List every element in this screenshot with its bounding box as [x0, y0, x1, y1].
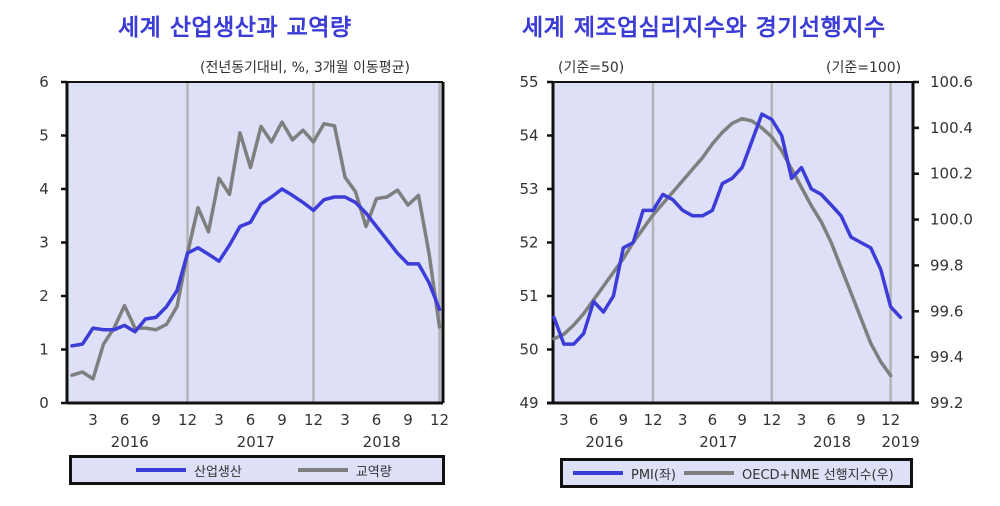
y-tick-label: 1: [39, 341, 49, 359]
x-tick-label: 3: [678, 411, 688, 429]
legend-label: 교역량: [355, 464, 392, 480]
y-tick-label: 0: [39, 394, 49, 412]
right-chart-title: 세계 제조업심리지수와 경기선행지수: [522, 15, 886, 41]
x-tick-label: 9: [737, 411, 747, 429]
x-tick-label: 6: [708, 411, 718, 429]
x-year-label: 2017: [237, 433, 275, 451]
y-tick-label: 4: [39, 180, 49, 198]
x-tick-label: 3: [797, 411, 807, 429]
right-chart-legend: PMI(좌) OECD+NME 선행지수(우): [560, 458, 913, 488]
x-year-label: 2019: [882, 433, 920, 451]
legend-item-trade-volume: 교역량: [297, 461, 392, 480]
y-tick-label: 53: [519, 180, 538, 198]
left-chart-legend: 산업생산 교역량: [69, 455, 445, 485]
right-chart-left-axis-note: (기준=50): [558, 60, 625, 76]
y-tick-label: 50: [519, 341, 538, 359]
x-year-label: 2018: [813, 433, 851, 451]
y2-tick-label: 100.6: [930, 73, 973, 91]
y2-tick-label: 100.4: [930, 119, 973, 137]
y-tick-label: 52: [519, 234, 538, 252]
x-tick-label: 12: [178, 411, 197, 429]
y2-tick-label: 99.4: [930, 348, 963, 366]
y-tick-label: 6: [39, 73, 49, 91]
x-tick-label: 12: [430, 411, 449, 429]
legend-label: 산업생산: [194, 464, 242, 480]
x-tick-label: 3: [559, 411, 569, 429]
left-plot-area: [67, 82, 443, 403]
x-year-label: 2017: [699, 433, 737, 451]
y-tick-label: 54: [519, 127, 538, 145]
y-tick-label: 2: [39, 287, 49, 305]
series-line-trade-volume: [70, 120, 442, 381]
legend-item-industrial-production: 산업생산: [136, 461, 242, 480]
legend-item-pmi: PMI(좌): [573, 464, 676, 483]
x-tick-label: 6: [826, 411, 836, 429]
blue-line-swatch-icon: [136, 468, 186, 472]
series-line-industrial-production: [70, 187, 442, 348]
x-tick-label: 3: [214, 411, 224, 429]
x-tick-label: 9: [403, 411, 413, 429]
x-tick-label: 12: [762, 411, 781, 429]
right-plot-area: [553, 82, 913, 403]
x-year-label: 2016: [111, 433, 149, 451]
x-tick-label: 3: [340, 411, 350, 429]
x-tick-label: 9: [151, 411, 161, 429]
y2-tick-label: 99.8: [930, 256, 963, 274]
y-tick-label: 49: [519, 394, 538, 412]
x-tick-label: 3: [88, 411, 98, 429]
y2-tick-label: 100.2: [930, 165, 973, 183]
x-tick-label: 6: [120, 411, 130, 429]
gray-line-swatch-icon: [684, 471, 734, 475]
left-chart-title: 세계 산업생산과 교역량: [118, 15, 352, 41]
y-tick-label: 5: [39, 127, 49, 145]
x-tick-label: 12: [643, 411, 662, 429]
x-tick-label: 9: [277, 411, 287, 429]
x-tick-label: 6: [589, 411, 599, 429]
y-tick-label: 51: [519, 287, 538, 305]
x-tick-label: 12: [881, 411, 900, 429]
x-tick-label: 6: [372, 411, 382, 429]
y2-tick-label: 99.6: [930, 302, 963, 320]
x-tick-label: 9: [856, 411, 866, 429]
x-tick-label: 12: [304, 411, 323, 429]
right-chart-right-axis-note: (기준=100): [826, 60, 902, 76]
series-line-pmi: [552, 112, 903, 346]
x-year-label: 2018: [363, 433, 401, 451]
y-tick-label: 3: [39, 234, 49, 252]
y-tick-label: 55: [519, 73, 538, 91]
gray-line-swatch-icon: [297, 468, 348, 472]
blue-line-swatch-icon: [573, 471, 623, 475]
x-tick-label: 9: [619, 411, 629, 429]
y2-tick-label: 100.0: [930, 211, 973, 229]
y2-tick-label: 99.2: [930, 394, 963, 412]
legend-label: OECD+NME 선행지수(우): [742, 467, 894, 483]
legend-label: PMI(좌): [631, 467, 676, 483]
x-year-label: 2016: [585, 433, 623, 451]
left-chart-unit-note: (전년동기대비, %, 3개월 이동평균): [200, 60, 410, 76]
series-line-oecd-leading-index: [552, 116, 893, 378]
legend-item-oecd-leading-index: OECD+NME 선행지수(우): [684, 464, 894, 483]
x-tick-label: 6: [246, 411, 256, 429]
